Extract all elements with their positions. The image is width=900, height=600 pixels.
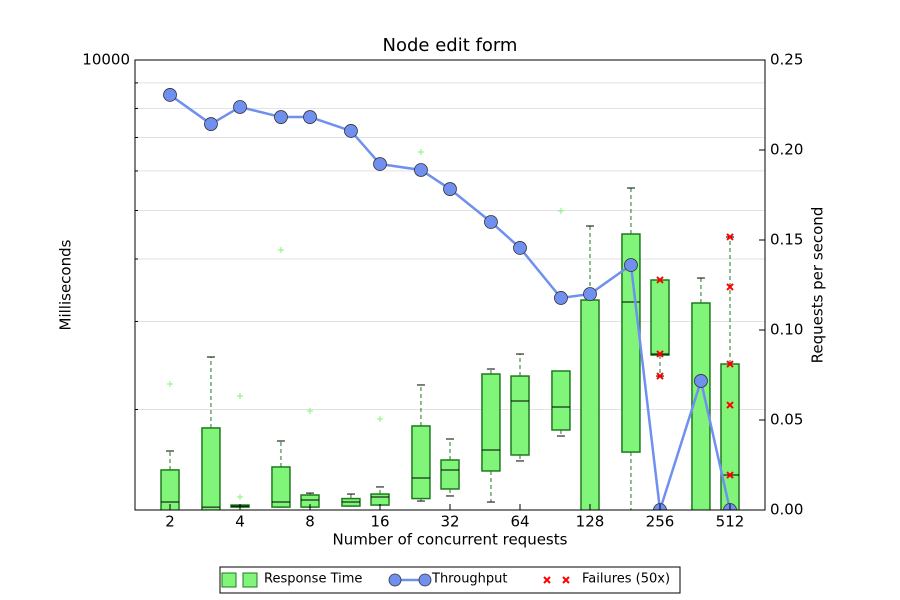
box [271, 466, 291, 508]
y2-tick-label: 0.25 [770, 51, 803, 69]
box [691, 302, 711, 510]
throughput-point [484, 215, 498, 229]
y2-tick-label: 0.00 [770, 501, 803, 519]
box [440, 459, 460, 490]
x-tick-label: 512 [716, 513, 745, 531]
throughput-point [204, 117, 218, 131]
plot-area [160, 88, 740, 510]
throughput-point [373, 157, 387, 171]
failure-marker [656, 350, 664, 358]
x-tick-label: 16 [370, 513, 389, 531]
y-tick-label: 10000 [82, 51, 130, 69]
throughput-point [303, 110, 317, 124]
throughput-point [274, 110, 288, 124]
legend-label: Response Time [264, 572, 362, 587]
throughput-point [163, 88, 177, 102]
y2-axis-label: Requests per second [809, 207, 827, 364]
failure-marker [726, 360, 734, 368]
throughput-point [344, 124, 358, 138]
failure-marker [656, 276, 664, 284]
plot-frame [134, 59, 766, 511]
box [160, 469, 180, 510]
outlier [377, 416, 384, 423]
failure-marker [726, 233, 734, 241]
box [551, 370, 571, 431]
outlier [237, 493, 244, 500]
outlier [277, 246, 284, 253]
y2-tick-label: 0.15 [770, 231, 803, 249]
y2-tick-label: 0.20 [770, 141, 803, 159]
box [650, 279, 670, 356]
failure-marker [726, 283, 734, 291]
x-tick-label: 32 [440, 513, 459, 531]
legend-swatch [543, 576, 551, 584]
throughput-point [233, 100, 247, 114]
chart-title: Node edit form [383, 35, 518, 56]
throughput-point [694, 374, 708, 388]
outlier [237, 393, 244, 400]
x-tick-label: 256 [646, 513, 675, 531]
legend: Response Time Throughput Failures (50x) [219, 566, 681, 594]
legend-swatch [221, 572, 237, 588]
legend-swatch [562, 576, 570, 584]
x-tick-label: 8 [305, 513, 315, 531]
box [370, 493, 390, 506]
legend-swatch [418, 573, 432, 587]
y2-tick-label: 0.05 [770, 411, 803, 429]
failure-marker [656, 372, 664, 380]
failure-marker [726, 401, 734, 409]
box [201, 427, 221, 510]
grid [135, 82, 765, 410]
box [481, 373, 501, 472]
legend-frame [219, 566, 681, 594]
x-tick-label: 4 [235, 513, 245, 531]
x-tick-label: 64 [510, 513, 529, 531]
throughput-point [513, 241, 527, 255]
throughput-point [443, 182, 457, 196]
x-tick-label: 128 [576, 513, 605, 531]
outlier [417, 149, 424, 156]
legend-label: Throughput [431, 572, 508, 587]
legend-swatch [242, 572, 258, 588]
axes: 10000 0.00 0.05 0.10 0.15 0.20 0.25 2 4 8 16 32 64 12… [82, 51, 803, 531]
legend-swatch [388, 573, 402, 587]
box [510, 375, 530, 456]
outlier [167, 381, 174, 388]
box [411, 425, 431, 500]
legend-label: Failures (50x) [582, 572, 670, 587]
box [720, 363, 740, 510]
throughput-point [624, 258, 638, 272]
failure-marker [726, 471, 734, 479]
y2-tick-label: 0.10 [770, 321, 803, 339]
outlier [307, 408, 314, 415]
box [580, 299, 600, 510]
throughput-point [554, 291, 568, 305]
y-axis-label: Milliseconds [57, 239, 75, 330]
x-tick-label: 2 [165, 513, 175, 531]
outlier [557, 207, 564, 214]
throughput-point [583, 287, 597, 301]
throughput-point [414, 163, 428, 177]
x-axis-label: Number of concurrent requests [333, 531, 568, 549]
